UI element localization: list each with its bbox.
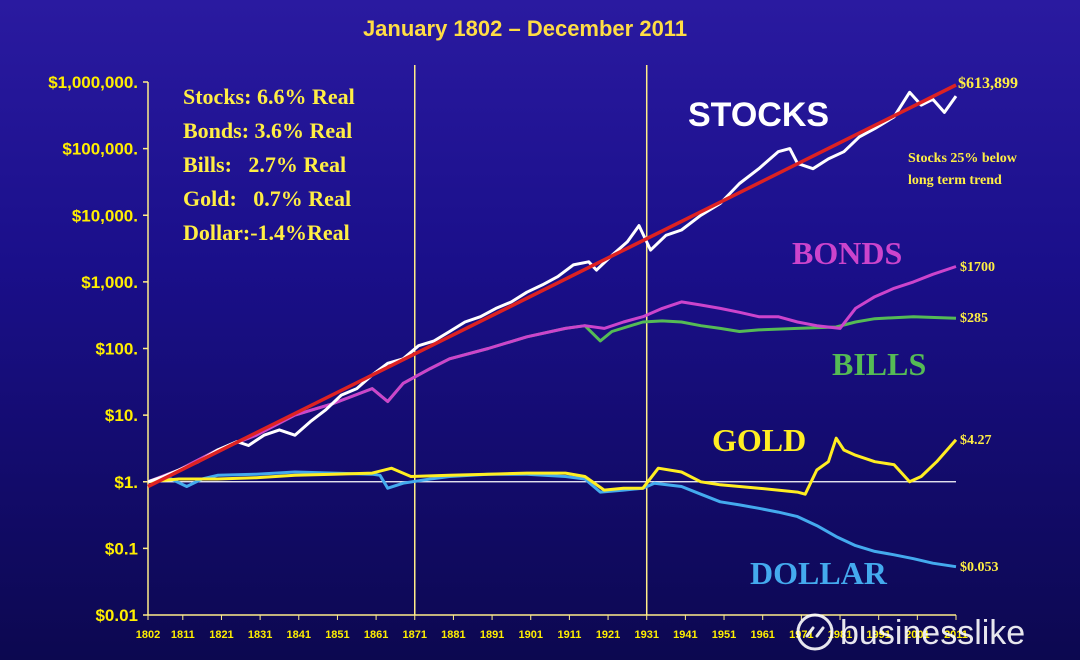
real-return-dollar: Dollar:-1.4%Real [183,220,350,245]
x-tick-label: 1821 [209,629,233,641]
x-tick-label: 1841 [287,629,311,641]
real-return-bonds: Bonds: 3.6% Real [183,118,352,143]
real-return-stocks: Stocks: 6.6% Real [183,84,355,109]
x-tick-labels: 1802 1811 1821 1831 1841 1851 1861 1871 1881 1891… [136,615,968,641]
x-tick-label: 1971 [789,629,813,641]
series-line-gold [147,436,958,496]
x-tick-label: 1891 [480,629,504,641]
y-tick-labels: $1,000,000. $100,000. $10,000. $1,000. $100.… [48,73,148,625]
watermark: businesslike [796,613,1025,652]
x-tick-label: 1921 [596,629,620,641]
series-layer [147,83,958,569]
x-tick-label: 1851 [325,629,349,641]
series-label-dollar: DOLLAR [750,555,888,591]
end-label-stocks: $613,899 [958,75,1018,92]
series-label-gold: GOLD [712,422,806,458]
y-tick-label: $0.01 [95,606,138,625]
y-tick-label: $1,000. [81,273,138,292]
x-tick-label: 1811 [171,629,195,641]
x-tick-label: 2011 [944,629,968,641]
x-tick-label: 1881 [441,629,465,641]
x-tick-label: 2001 [905,629,929,641]
y-tick-label: $10,000. [72,206,138,225]
x-tick-label: 1901 [518,629,542,641]
link-icon [796,613,834,651]
y-tick-label: $100,000. [62,140,138,159]
y-tick-label: $1,000,000. [48,73,138,92]
x-tick-label: 1981 [828,629,852,641]
watermark-text: businesslike [840,614,1025,652]
real-returns-box: Stocks: 6.6% Real Bonds: 3.6% Real Bills… [183,84,355,245]
end-label-dollar: $0.053 [960,560,999,575]
annotation-line-1: Stocks 25% below [908,151,1018,166]
real-return-gold: Gold: 0.7% Real [183,186,351,211]
end-label-bonds: $1700 [960,260,995,275]
x-tick-label: 1941 [673,629,697,641]
y-tick-label: $100. [95,340,138,359]
series-label-stocks: STOCKS [688,96,829,134]
series-line-bills [147,315,957,484]
series-line-dollar [147,470,957,569]
end-label-bills: $285 [960,311,988,326]
y-tick-label: $0.1 [105,539,138,558]
x-tick-label: 1871 [403,629,427,641]
trend-line [147,83,957,489]
x-tick-label: 1951 [712,629,736,641]
end-label-gold: $4.27 [960,433,992,448]
series-line-bonds [147,265,957,484]
x-tick-label: 1961 [750,629,774,641]
annotation-line-2: long term trend [908,173,1002,188]
real-return-bills: Bills: 2.7% Real [183,152,346,177]
guide-lines [148,65,956,615]
x-tick-label: 1911 [557,629,581,641]
x-tick-label: 1831 [248,629,272,641]
x-tick-label: 1861 [364,629,388,641]
chart-title: January 1802 – December 2011 [363,16,687,41]
x-tick-label: 1931 [634,629,658,641]
y-tick-label: $1. [114,473,138,492]
y-tick-label: $10. [105,406,138,425]
series-label-bills: BILLS [832,346,926,382]
x-tick-label: 1991 [866,629,890,641]
series-line-stocks [147,90,958,484]
series-label-bonds: BONDS [792,235,902,271]
x-tick-label: 1802 [136,629,160,641]
